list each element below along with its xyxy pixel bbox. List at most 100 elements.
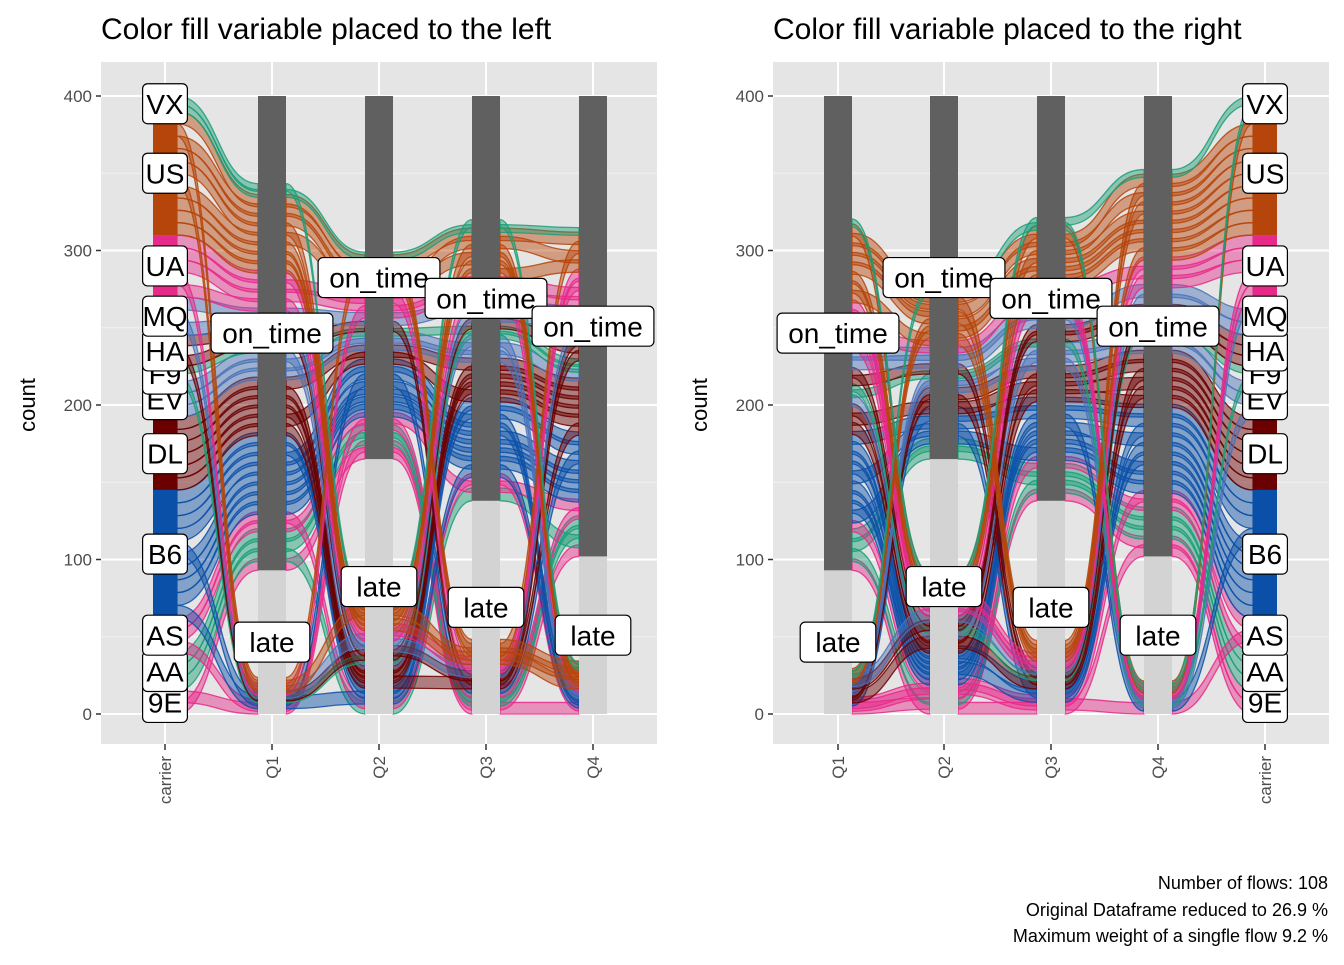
Q4-late-label-box — [554, 614, 632, 656]
carrier-label-VX-box — [1241, 83, 1288, 125]
x-tick-label: Q1 — [829, 756, 848, 779]
carrier-label-UA: UA — [146, 251, 185, 282]
carrier-label-AA: AA — [146, 657, 184, 688]
Q1-late-label-box — [233, 621, 311, 663]
Q2-on-time-label: on_time — [894, 263, 994, 294]
y-tick-label: 400 — [64, 87, 92, 106]
Q1-late-label: late — [249, 627, 294, 658]
Q3-late-label-box — [1012, 586, 1090, 628]
carrier-label-B6: B6 — [1248, 539, 1282, 570]
carrier-label-HA: HA — [146, 336, 185, 367]
y-tick-label: 0 — [83, 705, 92, 724]
x-tick-label: Q1 — [263, 756, 282, 779]
Q4-late-label-box — [1119, 614, 1197, 656]
carrier-label-DL: DL — [147, 439, 183, 470]
carrier-label-AS-box — [1241, 614, 1288, 656]
carrier-label-VX-box — [142, 83, 189, 125]
carrier-label-UA: UA — [1246, 251, 1285, 282]
caption: Number of flows: 108 Original Dataframe … — [1013, 873, 1328, 946]
Q3-on-time-label: on_time — [1001, 283, 1101, 314]
Q4-on-time-label-box — [1096, 305, 1220, 347]
Q2-late-label: late — [921, 572, 966, 603]
y-tick-label: 100 — [64, 551, 92, 570]
carrier-label-UA-box — [142, 245, 189, 287]
carrier-label-US: US — [1246, 158, 1285, 189]
carrier-label-DL-box — [142, 433, 189, 475]
x-tick-label: Q3 — [477, 756, 496, 779]
Q2-late-label: late — [356, 572, 401, 603]
Q3-late-label-box — [447, 586, 525, 628]
left-chart-title: Color fill variable placed to the left — [101, 13, 552, 46]
carrier-label-VX: VX — [146, 89, 184, 120]
y-tick-label: 300 — [64, 242, 92, 261]
carrier-label-AS: AS — [1246, 620, 1283, 651]
carrier-label-UA-box — [1241, 245, 1288, 287]
carrier-label-9E: 9E — [148, 687, 182, 718]
Q3-on-time-label-box — [989, 277, 1113, 319]
carrier-label-DL: DL — [1247, 439, 1283, 470]
plot-area: 0 100 200 300 400 carrier Q1 Q2 Q3 Q4 late on_timel… — [64, 62, 657, 804]
Q2-late-label-box — [340, 565, 418, 608]
Q2-on-time-label: on_time — [329, 263, 429, 294]
caption-line-flows: Number of flows: 108 — [1158, 873, 1328, 893]
x-tick-label: Q2 — [370, 756, 389, 779]
x-tick-label: carrier — [1256, 756, 1275, 805]
Q4-on-time-label: on_time — [543, 311, 643, 342]
Q3-late-label: late — [463, 592, 508, 623]
Q4-on-time-label-box — [531, 305, 655, 347]
carrier-label-AA: AA — [1246, 657, 1284, 688]
Q2-on-time-label-box — [317, 256, 441, 299]
carrier-label-AS-box — [142, 614, 189, 656]
carrier-label-MQ: MQ — [1242, 301, 1287, 332]
y-tick-label: 0 — [755, 705, 764, 724]
Q3-on-time-label-box — [424, 277, 548, 319]
Q1-on-time-label-box — [210, 312, 334, 354]
carrier-label-AS: AS — [146, 620, 183, 651]
carrier-label-VX: VX — [1246, 89, 1284, 120]
caption-line-max-weight: Maximum weight of a singfle flow 9.2 % — [1013, 926, 1328, 946]
carrier-label-B6-box — [1241, 533, 1288, 575]
carrier-label-US-box — [1241, 152, 1288, 194]
Q2-late-label-box — [905, 565, 983, 608]
x-tick-label: Q3 — [1042, 756, 1061, 779]
carrier-label-DL-box — [1241, 433, 1288, 475]
plot-area: 0 100 200 300 400 Q1 Q2 Q3 Q4 carrier late on_timel… — [736, 62, 1329, 804]
Q4-late-label: late — [570, 620, 615, 651]
left-y-axis-label: count — [15, 378, 40, 432]
y-tick-label: 300 — [736, 242, 764, 261]
y-tick-label: 400 — [736, 87, 764, 106]
y-tick-label: 200 — [64, 396, 92, 415]
carrier-label-9E: 9E — [1248, 687, 1282, 718]
Q3-on-time-label: on_time — [436, 283, 536, 314]
carrier-label-B6-box — [142, 533, 189, 575]
Q4-late-label: late — [1135, 620, 1180, 651]
carrier-label-B6: B6 — [148, 539, 182, 570]
carrier-label-US-box — [142, 152, 189, 194]
y-tick-label: 100 — [736, 551, 764, 570]
right-alluvial-panel: Color fill variable placed to the right … — [687, 13, 1329, 804]
Q1-on-time-label: on_time — [222, 318, 322, 349]
carrier-label-MQ: MQ — [142, 301, 187, 332]
x-tick-label: Q4 — [1149, 756, 1168, 779]
carrier-label-US: US — [146, 158, 185, 189]
Q3-late-label: late — [1028, 592, 1073, 623]
caption-line-reduced: Original Dataframe reduced to 26.9 % — [1026, 900, 1328, 920]
x-tick-label: Q4 — [584, 756, 603, 779]
Q1-on-time-label-box — [776, 312, 900, 354]
right-y-axis-label: count — [687, 378, 712, 432]
carrier-label-MQ-box — [1241, 295, 1288, 337]
left-alluvial-panel: Color fill variable placed to the left c… — [15, 13, 657, 804]
carrier-label-HA: HA — [1246, 336, 1285, 367]
y-tick-label: 200 — [736, 396, 764, 415]
carrier-label-MQ-box — [142, 295, 189, 337]
right-chart-title: Color fill variable placed to the right — [773, 13, 1242, 46]
x-tick-label: Q2 — [935, 756, 954, 779]
Q1-late-label: late — [815, 627, 860, 658]
Q1-on-time-label: on_time — [788, 318, 888, 349]
Q1-late-label-box — [799, 621, 877, 663]
x-tick-label: carrier — [156, 756, 175, 805]
Q2-on-time-label-box — [882, 256, 1006, 299]
Q4-on-time-label: on_time — [1108, 311, 1208, 342]
